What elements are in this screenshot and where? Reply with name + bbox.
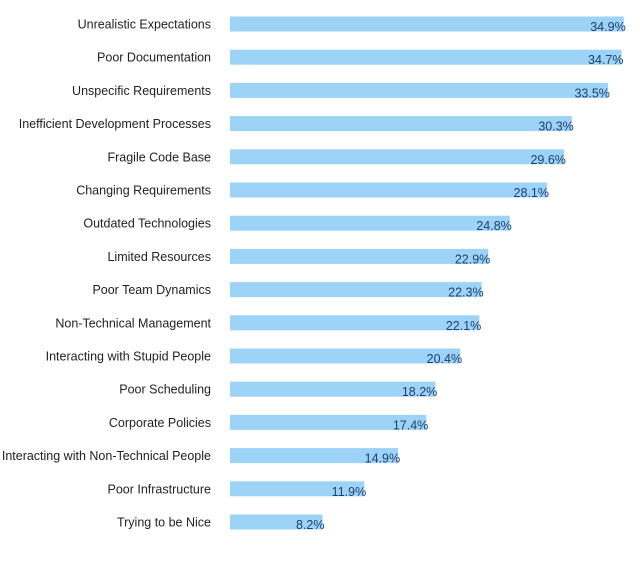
category-label: Fragile Code Base — [107, 150, 211, 164]
bar-13 — [230, 414, 427, 430]
category-label: Poor Scheduling — [119, 383, 211, 397]
bars-group — [230, 16, 624, 530]
value-label: 24.8% — [476, 219, 511, 233]
category-label: Unspecific Requirements — [72, 84, 211, 98]
category-label: Non-Technical Management — [55, 316, 211, 330]
bar-10 — [230, 315, 480, 331]
bar-4 — [230, 116, 572, 132]
value-label: 11.9% — [332, 485, 367, 499]
value-label: 29.6% — [530, 153, 565, 167]
bar-1 — [230, 16, 624, 32]
category-label: Changing Requirements — [76, 184, 211, 198]
category-label: Poor Team Dynamics — [92, 283, 211, 297]
category-label: Interacting with Non-Technical People — [2, 449, 211, 463]
value-label: 33.5% — [574, 86, 609, 100]
category-label: Poor Infrastructure — [107, 482, 211, 496]
value-label: 18.2% — [402, 385, 437, 399]
value-label: 8.2% — [296, 518, 325, 532]
bar-6 — [230, 182, 547, 198]
category-label: Poor Documentation — [97, 51, 211, 65]
bar-7 — [230, 215, 510, 231]
value-label: 17.4% — [393, 418, 428, 432]
bar-3 — [230, 82, 608, 98]
bar-9 — [230, 282, 482, 298]
category-label: Trying to be Nice — [117, 516, 211, 530]
value-label: 28.1% — [514, 186, 549, 200]
value-label: 22.1% — [446, 319, 481, 333]
category-label: Limited Resources — [107, 250, 211, 264]
value-label: 34.7% — [588, 53, 623, 67]
bar-11 — [230, 348, 461, 364]
value-label: 22.3% — [448, 286, 483, 300]
bar-14 — [230, 448, 399, 464]
value-label: 20.4% — [427, 352, 462, 366]
bar-15 — [230, 481, 365, 497]
value-label: 14.9% — [365, 452, 400, 466]
value-labels-group: 34.9% 34.7% 33.5% 30.3% 29.6% 28.1% 24.8% 22.9%… — [296, 20, 626, 532]
bar-16 — [230, 514, 323, 530]
bar-12 — [230, 381, 436, 397]
category-label: Unrealistic Expectations — [78, 18, 211, 32]
bar-8 — [230, 248, 489, 264]
category-label: Inefficient Development Processes — [19, 117, 211, 131]
category-label: Corporate Policies — [109, 416, 211, 430]
value-label: 30.3% — [538, 120, 573, 134]
bar-2 — [230, 49, 622, 65]
category-label: Outdated Technologies — [83, 217, 211, 231]
bar-5 — [230, 149, 564, 165]
category-labels-group: Unrealistic Expectations Poor Documentati… — [2, 18, 212, 530]
value-label: 34.9% — [590, 20, 625, 34]
value-label: 22.9% — [455, 252, 490, 266]
category-label: Interacting with Stupid People — [46, 350, 211, 364]
